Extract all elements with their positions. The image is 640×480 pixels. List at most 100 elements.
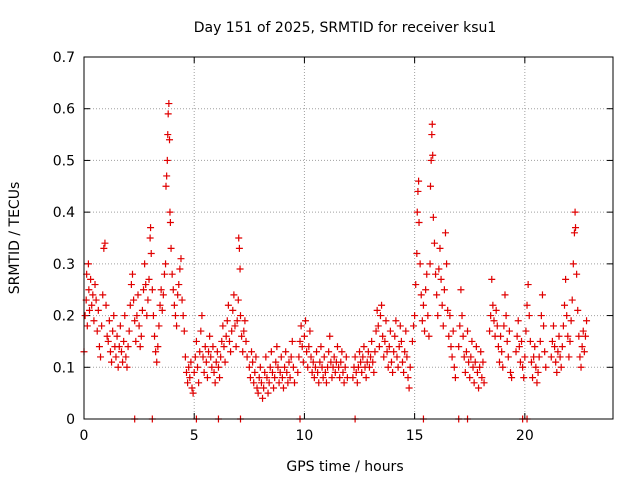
data-point xyxy=(132,337,140,345)
data-point xyxy=(93,327,101,335)
y-tick-labels: 0 0.1 0.2 0.3 0.4 0.5 0.6 0.7 xyxy=(53,50,75,428)
data-point xyxy=(286,374,294,382)
data-point xyxy=(203,374,211,382)
data-point xyxy=(507,368,515,376)
data-point xyxy=(153,358,161,366)
data-point xyxy=(330,353,338,361)
data-point xyxy=(143,312,151,320)
data-point xyxy=(536,337,544,345)
data-point xyxy=(473,368,481,376)
data-point xyxy=(238,332,246,340)
data-point xyxy=(397,337,405,345)
data-point xyxy=(304,363,312,371)
data-point xyxy=(455,343,463,351)
data-point xyxy=(415,218,423,226)
data-point xyxy=(253,384,261,392)
data-point xyxy=(436,244,444,252)
data-point xyxy=(326,332,334,340)
data-point xyxy=(86,306,94,314)
data-point xyxy=(306,327,314,335)
data-point xyxy=(562,275,570,283)
data-point xyxy=(140,286,148,294)
data-point xyxy=(569,260,577,268)
data-point xyxy=(568,296,576,304)
data-point xyxy=(477,348,485,356)
data-point xyxy=(229,306,237,314)
data-point xyxy=(444,306,452,314)
data-point xyxy=(384,363,392,371)
data-point xyxy=(205,348,213,356)
data-point xyxy=(108,358,116,366)
data-point xyxy=(166,136,174,144)
data-point xyxy=(406,363,414,371)
data-point xyxy=(358,368,366,376)
y-axis-label: SRMTID / TECUs xyxy=(7,182,23,295)
y-tick-label: 0.1 xyxy=(53,360,75,376)
data-point xyxy=(317,343,325,351)
data-point xyxy=(386,327,394,335)
data-point xyxy=(240,327,248,335)
data-point xyxy=(313,348,321,356)
data-point xyxy=(379,332,387,340)
data-point xyxy=(549,322,557,330)
data-point xyxy=(459,332,467,340)
data-point xyxy=(179,312,187,320)
data-point xyxy=(426,260,434,268)
data-point xyxy=(160,270,168,278)
data-point xyxy=(531,343,539,351)
data-point xyxy=(448,353,456,361)
data-point xyxy=(396,322,404,330)
data-point xyxy=(428,131,436,139)
data-point xyxy=(429,213,437,221)
data-point xyxy=(331,368,339,376)
data-point xyxy=(123,363,131,371)
data-point xyxy=(529,374,537,382)
data-point xyxy=(328,374,336,382)
y-tick-label: 0 xyxy=(66,412,75,428)
data-point xyxy=(210,368,218,376)
data-point xyxy=(251,368,259,376)
data-point xyxy=(241,317,249,325)
data-point xyxy=(151,332,159,340)
data-point xyxy=(235,244,243,252)
data-point xyxy=(471,358,479,366)
data-point xyxy=(380,353,388,361)
data-point xyxy=(434,312,442,320)
data-point xyxy=(493,322,501,330)
data-point xyxy=(375,343,383,351)
data-point xyxy=(130,296,138,304)
data-point xyxy=(81,312,89,320)
data-point xyxy=(119,358,127,366)
data-point xyxy=(246,374,254,382)
data-point xyxy=(136,343,144,351)
data-point xyxy=(144,296,152,304)
data-point xyxy=(476,363,484,371)
data-point xyxy=(357,358,365,366)
data-point xyxy=(424,312,432,320)
data-point xyxy=(239,348,247,356)
data-point xyxy=(333,343,341,351)
data-point xyxy=(105,317,113,325)
data-point xyxy=(427,156,435,164)
data-point xyxy=(574,306,582,314)
data-point xyxy=(360,343,368,351)
data-point xyxy=(447,343,455,351)
data-point xyxy=(189,389,197,397)
data-point xyxy=(552,358,560,366)
data-point xyxy=(231,322,239,330)
data-point xyxy=(362,374,370,382)
data-point xyxy=(271,374,279,382)
data-point xyxy=(176,265,184,273)
data-point xyxy=(223,317,231,325)
data-point xyxy=(90,317,98,325)
data-point xyxy=(127,281,135,289)
data-point xyxy=(287,353,295,361)
x-tick-label: 15 xyxy=(406,428,424,444)
data-point xyxy=(410,322,418,330)
data-point xyxy=(162,182,170,190)
data-point xyxy=(283,368,291,376)
data-point xyxy=(446,312,454,320)
data-point xyxy=(472,343,480,351)
data-point xyxy=(182,368,190,376)
data-point xyxy=(219,322,227,330)
